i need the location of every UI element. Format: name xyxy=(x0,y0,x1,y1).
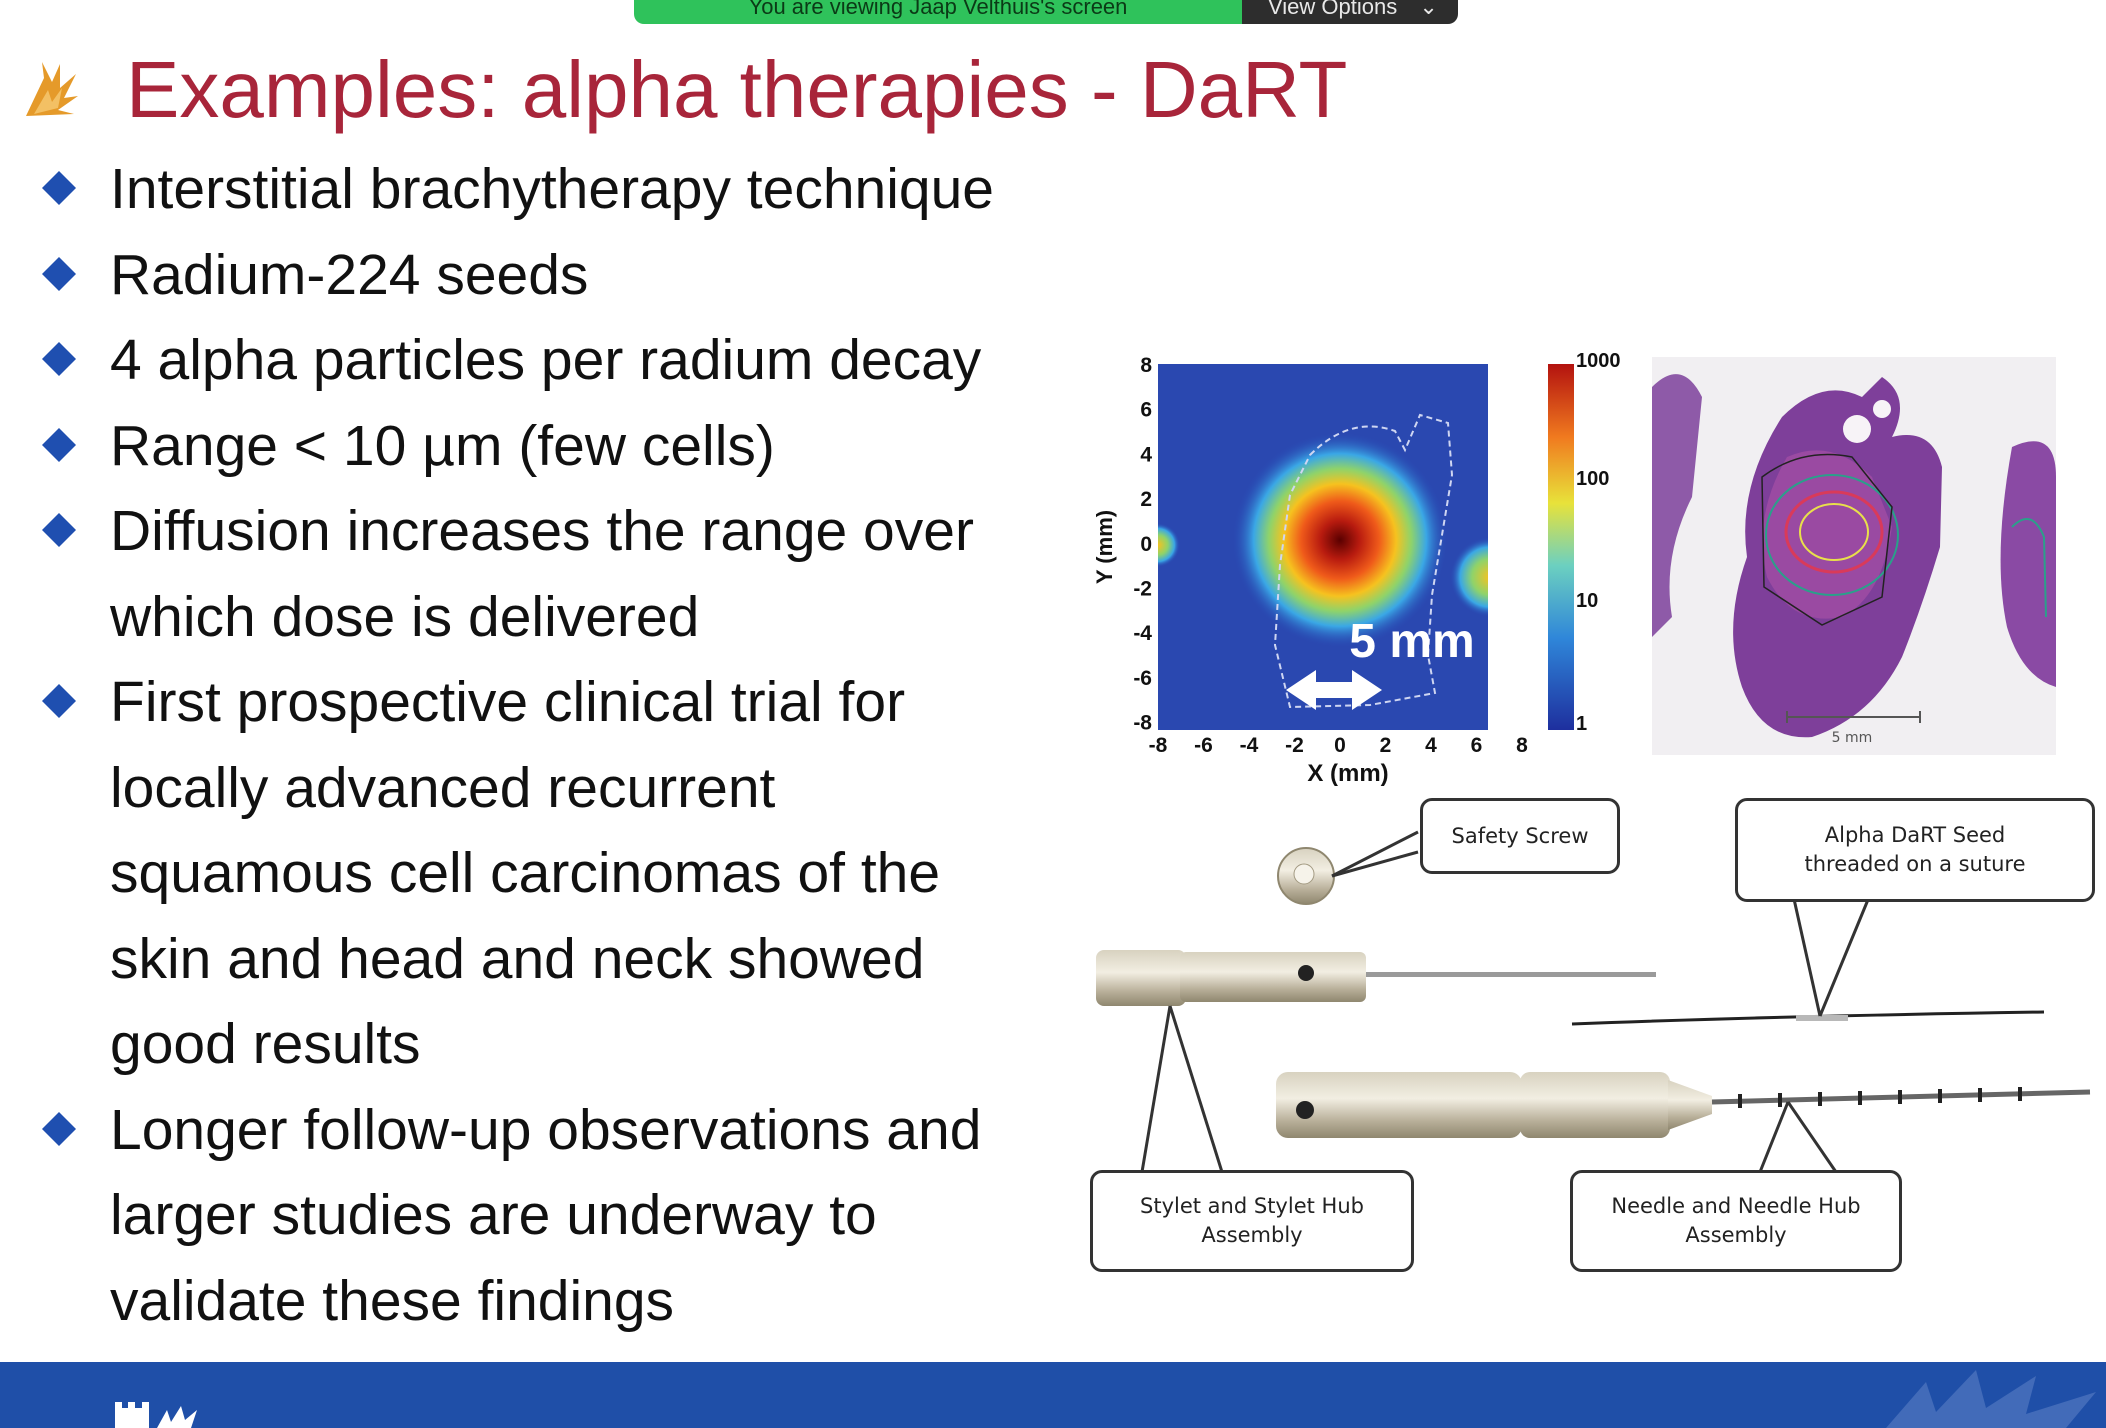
double-arrow-icon xyxy=(1286,670,1382,710)
bullet-text: Radium-224 seeds xyxy=(110,242,589,307)
bullet-text: Interstitial brachytherapy technique xyxy=(110,157,995,221)
view-options-label: View Options xyxy=(1268,0,1398,19)
colorbar-tick: 10 xyxy=(1576,590,1598,612)
bullet-diamond-icon xyxy=(42,256,76,291)
bullet-text: Longer follow-up observations and xyxy=(110,1097,982,1162)
heatmap-y-tick: 0 xyxy=(1140,533,1152,556)
footer-flame-watermark-icon xyxy=(1886,1370,2096,1428)
callout-needle-line2: Assembly xyxy=(1685,1223,1787,1247)
heatmap-x-tick: 8 xyxy=(1516,734,1528,757)
heatmap-x-tick: 4 xyxy=(1425,734,1437,757)
bullet-text: larger studies are underway to xyxy=(110,1183,877,1247)
callout-stylet-line1: Stylet and Stylet Hub xyxy=(1140,1194,1364,1218)
screen-share-message: You are viewing Jaap Velthuis's screen xyxy=(634,0,1242,24)
bullet-diamond-icon xyxy=(42,342,76,376)
heatmap-scale-label: 5 mm xyxy=(1349,615,1474,668)
bullet-text: which dose is delivered xyxy=(110,584,700,649)
flame-logo-icon xyxy=(26,62,78,116)
bullet-text: Range < 10 µm (few cells) xyxy=(110,413,775,478)
heatmap-y-tick: -6 xyxy=(1133,667,1152,690)
footer-bar xyxy=(0,1362,2106,1428)
bullet-diamond-icon xyxy=(42,513,76,547)
callout-safety-screw-text: Safety Screw xyxy=(1451,823,1589,848)
callout-safety-screw: Safety Screw xyxy=(1420,798,1620,874)
heatmap-y-tick: 4 xyxy=(1140,443,1152,466)
bullet-text: Diffusion increases the range over xyxy=(110,499,974,563)
heatmap-x-label: X (mm) xyxy=(1307,760,1388,787)
colorbar-ticks: 1000 100 10 1 xyxy=(1576,350,1621,735)
callout-stylet: Stylet and Stylet Hub Assembly xyxy=(1090,1170,1414,1272)
bullet-text: good results xyxy=(110,1012,421,1076)
bullet-text: First prospective clinical trial for xyxy=(110,670,906,734)
heatmap-y-tick: 8 xyxy=(1140,354,1152,377)
bullet-diamond-icon xyxy=(42,1111,76,1146)
dose-heatmap-figure: 8 6 4 2 0 -2 -4 -6 -8 -8 -6 -4 -2 0 2 4 6 8 Y (mm) X (mm… xyxy=(1092,350,1621,787)
heatmap-x-tick: 0 xyxy=(1334,734,1346,757)
heatmap-x-ticks: -8 -6 -4 -2 0 2 4 6 8 xyxy=(1149,734,1529,757)
heatmap-y-label: Y (mm) xyxy=(1092,510,1117,584)
bullet-text: squamous cell carcinomas of the xyxy=(110,841,941,905)
colorbar-tick: 1 xyxy=(1576,713,1587,735)
colorbar-tick: 100 xyxy=(1576,468,1609,490)
bullet-text: 4 alpha particles per radium decay xyxy=(110,328,982,392)
dart-device-figure: Safety Screw Alpha DaRT Seed threaded on… xyxy=(1080,780,2106,1280)
heatmap-x-tick: -8 xyxy=(1149,734,1168,757)
view-options-button[interactable]: View Options ⌄ xyxy=(1242,0,1458,24)
needle-markings xyxy=(1738,1087,2022,1108)
heatmap-y-tick: 2 xyxy=(1140,488,1152,511)
callout-alpha-seed-line2: threaded on a suture xyxy=(1804,852,2026,876)
callout-needle-line1: Needle and Needle Hub xyxy=(1611,1194,1861,1218)
colorbar xyxy=(1548,364,1574,730)
bullet-text: skin and head and neck showed xyxy=(110,926,925,991)
heatmap-y-tick: 6 xyxy=(1140,399,1152,422)
bullet-diamond-icon xyxy=(42,171,76,205)
slide-title: Examples: alpha therapies - DaRT xyxy=(126,45,1348,134)
callout-needle: Needle and Needle Hub Assembly xyxy=(1570,1170,1902,1272)
histology-scale-label: 5 mm xyxy=(1832,730,1873,746)
chevron-down-icon: ⌄ xyxy=(1419,0,1438,19)
heatmap-x-tick: 2 xyxy=(1380,734,1392,757)
callout-alpha-seed: Alpha DaRT Seed threaded on a suture xyxy=(1735,798,2095,902)
heatmap-y-tick: -4 xyxy=(1133,622,1152,645)
callout-alpha-seed-line1: Alpha DaRT Seed xyxy=(1824,823,2006,847)
screen-share-banner: You are viewing Jaap Velthuis's screen V… xyxy=(634,0,1458,24)
bullet-text: validate these findings xyxy=(110,1268,675,1333)
bullet-diamond-icon xyxy=(42,684,76,718)
heatmap-y-ticks: 8 6 4 2 0 -2 -4 -6 -8 xyxy=(1133,354,1152,735)
heatmap-y-tick: -2 xyxy=(1133,578,1152,601)
heatmap-y-tick: -8 xyxy=(1133,712,1152,735)
histology-image: 5 mm xyxy=(1652,357,2056,755)
bullet-diamond-icon xyxy=(42,427,76,462)
heatmap-x-tick: 6 xyxy=(1471,734,1483,757)
heatmap-x-tick: -2 xyxy=(1285,734,1304,757)
heatmap-x-tick: -4 xyxy=(1240,734,1259,757)
heatmap-x-tick: -6 xyxy=(1194,734,1213,757)
university-logo-icon xyxy=(115,1402,197,1428)
bullet-text: locally advanced recurrent xyxy=(110,755,776,820)
colorbar-tick: 1000 xyxy=(1576,350,1621,372)
callout-stylet-line2: Assembly xyxy=(1201,1223,1303,1247)
